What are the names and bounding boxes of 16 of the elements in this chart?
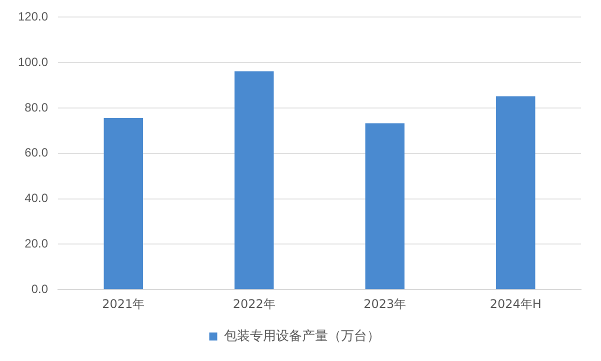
bar (496, 96, 536, 290)
x-tick-label: 2023年 (364, 296, 406, 311)
x-tick-label: 2024年H (490, 296, 542, 311)
legend-label: 包装专用设备产量（万台） (224, 328, 380, 344)
y-tick-label: 100.0 (18, 54, 48, 69)
x-tick-label: 2022年 (232, 296, 276, 311)
bar (234, 71, 274, 290)
y-tick-label: 80.0 (24, 100, 48, 114)
y-tick-label: 40.0 (24, 191, 48, 206)
y-tick-label: 20.0 (24, 236, 48, 251)
y-tick-label: 60.0 (24, 146, 48, 160)
bar (104, 118, 144, 290)
y-tick-label: 120.0 (18, 10, 48, 24)
y-tick-label: 0.0 (31, 282, 48, 296)
x-tick-label: 2021年 (102, 296, 145, 311)
bar (365, 123, 404, 290)
